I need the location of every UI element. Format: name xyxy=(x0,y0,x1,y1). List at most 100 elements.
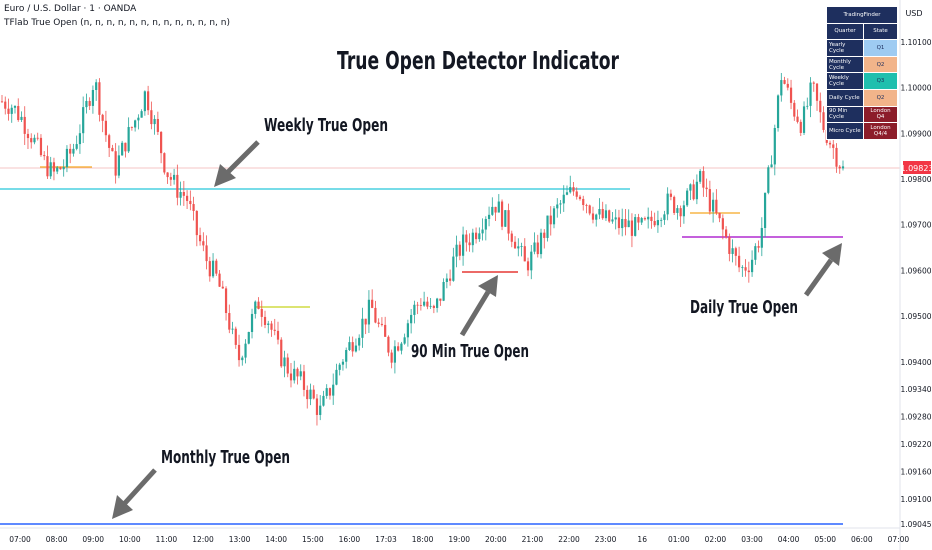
candle-body xyxy=(335,369,338,385)
candle-body xyxy=(244,343,247,358)
candle-body xyxy=(371,299,374,308)
candle-body xyxy=(228,313,231,330)
candle-body xyxy=(46,156,49,177)
candle-body xyxy=(647,216,650,220)
candle-body xyxy=(504,210,507,227)
candle-body xyxy=(325,388,328,396)
candle-body xyxy=(10,107,13,114)
candle-body xyxy=(7,108,10,114)
candle-body xyxy=(760,227,763,248)
candle-body xyxy=(737,255,741,268)
candle-body xyxy=(13,106,17,108)
candle-body xyxy=(474,232,478,240)
candle-body xyxy=(69,148,72,154)
time-tick-label: 10:00 xyxy=(119,535,141,544)
time-tick-label: 23:00 xyxy=(595,535,617,544)
candle-body xyxy=(624,218,627,228)
candle-body xyxy=(838,166,841,169)
candle-body xyxy=(332,384,335,396)
indicator-label[interactable]: TFlab True Open (n, n, n, n, n, n, n, n,… xyxy=(4,18,230,28)
candle-body xyxy=(257,301,260,309)
candle-body xyxy=(147,91,150,111)
candle-body xyxy=(429,305,432,307)
weekly-arrow xyxy=(214,140,260,187)
candle-body xyxy=(699,171,702,182)
candle-body xyxy=(712,199,715,212)
candle-body xyxy=(160,131,163,154)
candle-body xyxy=(289,373,293,381)
candle-body xyxy=(72,148,75,154)
panel-row-state: Q3 xyxy=(862,72,899,90)
candle-body xyxy=(773,128,776,165)
candle-body xyxy=(130,127,133,128)
candle-body xyxy=(822,112,825,130)
candle-body xyxy=(819,100,822,113)
time-tick-label: 05:00 xyxy=(814,535,836,544)
candle-body xyxy=(497,201,500,213)
candle-body xyxy=(591,213,595,220)
time-tick-label: 07:00 xyxy=(9,535,31,544)
candle-body xyxy=(533,242,536,252)
time-tick-label: 20:00 xyxy=(485,535,507,544)
candle-body xyxy=(757,246,760,248)
panel-col-quarter: Quarter xyxy=(826,22,864,41)
candle-body xyxy=(198,235,202,242)
candle-body xyxy=(0,101,4,103)
price-tick-label: 1.09700 xyxy=(900,221,931,230)
candle-body xyxy=(640,218,643,223)
candle-body xyxy=(582,198,585,206)
candle-body xyxy=(312,389,315,399)
candle-body xyxy=(26,133,30,139)
candle-body xyxy=(202,241,205,246)
candle-body xyxy=(322,395,325,406)
candle-body xyxy=(676,208,679,213)
candle-body xyxy=(345,349,348,362)
price-tick-label: 1.09280 xyxy=(900,413,931,422)
candle-body xyxy=(513,241,517,249)
candle-body xyxy=(598,209,601,215)
candle-body xyxy=(208,261,211,277)
chart-title: True Open Detector Indicator xyxy=(337,46,619,75)
candle-body xyxy=(293,368,296,381)
candle-body xyxy=(471,232,474,246)
time-axis[interactable]: 07:00 08:00 09:00 10:00 11:00 12:00 13:00 14:00… xyxy=(9,535,909,544)
candle-body xyxy=(218,273,221,287)
candle-body xyxy=(523,246,526,262)
candle-body xyxy=(549,215,552,225)
candle-body xyxy=(832,144,835,148)
candle-body xyxy=(43,155,46,157)
candle-body xyxy=(211,260,215,277)
panel-row-state: Q1 xyxy=(862,39,899,57)
candle-body xyxy=(510,233,513,242)
time-tick-label: 16 xyxy=(637,535,647,544)
price-axis[interactable]: 1.10100 1.10000 1.09900 1.09800 1.09700 1.096… xyxy=(900,38,931,529)
panel-row: Micro Cycle London Q4/4 xyxy=(826,122,899,140)
time-tick-label: 14:00 xyxy=(265,535,287,544)
last-price-value: 1.09823 xyxy=(900,164,932,173)
candle-body xyxy=(237,344,241,361)
candle-body xyxy=(783,80,786,84)
candle-body xyxy=(400,343,403,351)
time-tick-label: 01:00 xyxy=(668,535,690,544)
price-tick-label: 1.10100 xyxy=(900,38,931,47)
currency-label: USD xyxy=(905,9,922,18)
panel-row: 90 Min Cycle London Q4 xyxy=(826,105,899,124)
candle-body xyxy=(88,100,91,106)
price-tick-label: 1.09600 xyxy=(900,266,931,275)
candle-body xyxy=(552,208,556,225)
candle-body xyxy=(484,218,487,230)
candle-body xyxy=(562,194,565,204)
time-tick-label: 21:00 xyxy=(522,535,544,544)
panel-row: Monthly Cycle Q2 xyxy=(826,55,899,74)
candle-body xyxy=(189,200,192,205)
candle-body xyxy=(436,298,439,308)
candle-body xyxy=(49,162,52,177)
candle-body xyxy=(328,388,332,396)
candle-body xyxy=(302,371,306,390)
panel-row-state: London Q4/4 xyxy=(862,122,899,140)
candle-body xyxy=(195,210,198,236)
candle-body xyxy=(754,246,757,260)
candle-body xyxy=(374,307,377,323)
price-tick-label: 1.09500 xyxy=(900,312,931,321)
